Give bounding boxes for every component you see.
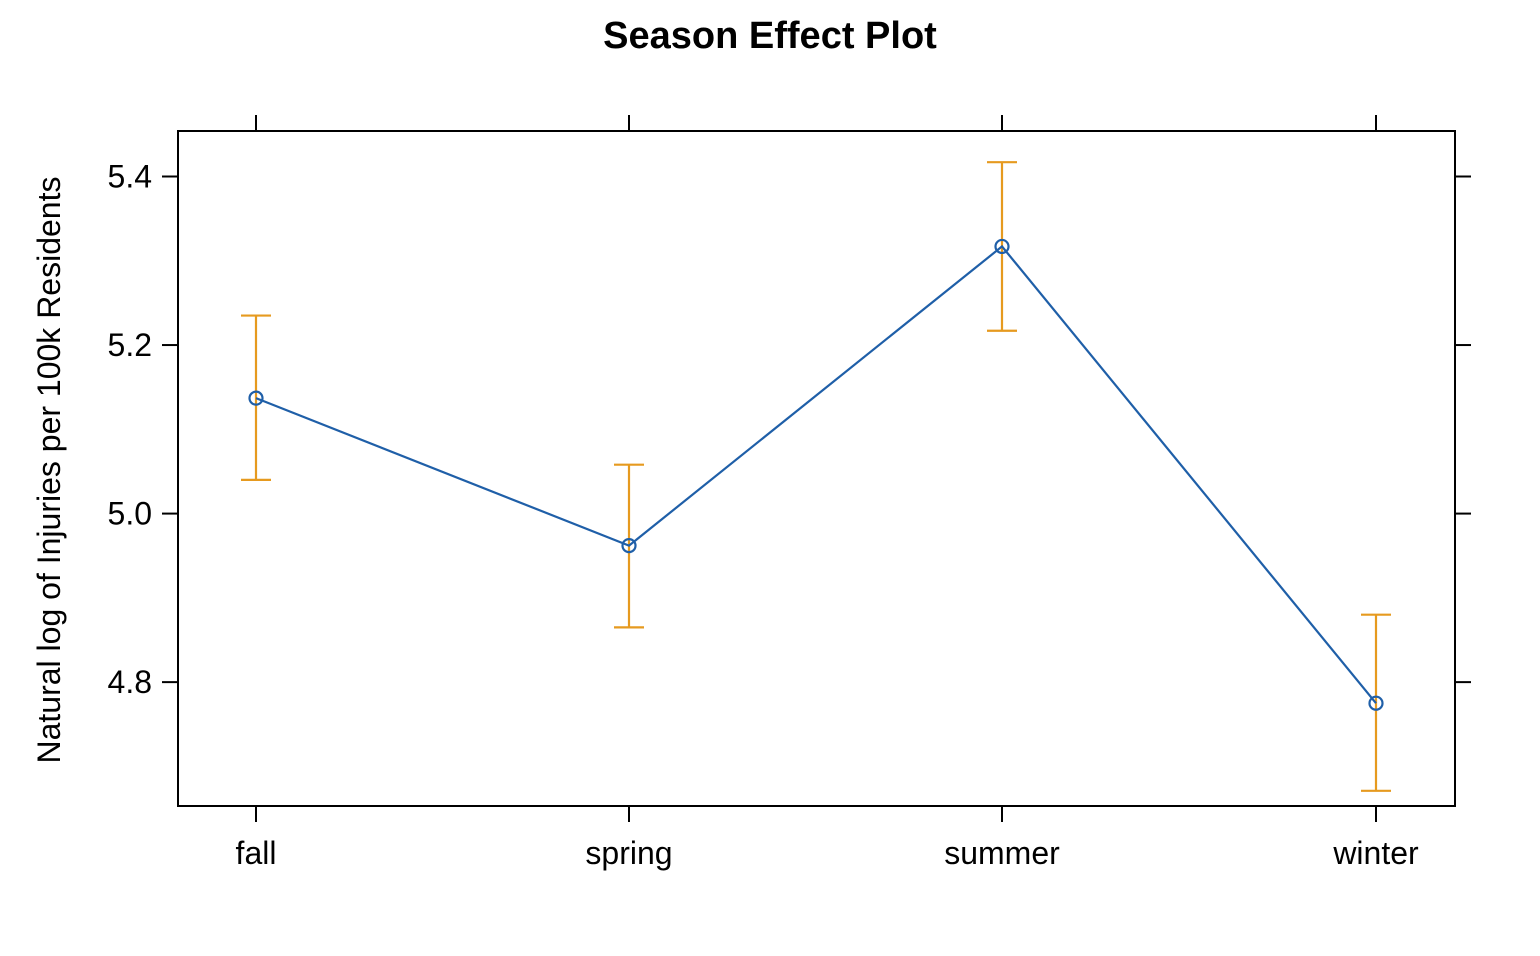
marks-layer: fall spring summer winter 4.8 5.0 5.2 5.4	[108, 115, 1471, 871]
series-line	[255, 244, 1377, 704]
y-tick-label-5.0: 5.0	[108, 496, 152, 532]
y-tick-label-5.2: 5.2	[108, 327, 152, 363]
data-point-fall	[248, 390, 264, 406]
y-tick-label-5.4: 5.4	[108, 159, 152, 195]
x-tick-label-fall: fall	[236, 835, 277, 871]
x-tick-label-winter: winter	[1332, 835, 1419, 871]
x-tick-label-summer: summer	[944, 835, 1060, 871]
plot-frame	[177, 130, 1456, 807]
data-point-summer	[994, 238, 1010, 255]
y-tick-label-4.8: 4.8	[108, 664, 152, 700]
y-axis-title: Natural log of Injuries per 100k Residen…	[31, 177, 67, 764]
chart-title: Season Effect Plot	[603, 15, 937, 57]
x-tick-label-spring: spring	[585, 835, 672, 871]
data-point-winter	[1368, 695, 1384, 711]
data-point-spring	[621, 538, 637, 554]
